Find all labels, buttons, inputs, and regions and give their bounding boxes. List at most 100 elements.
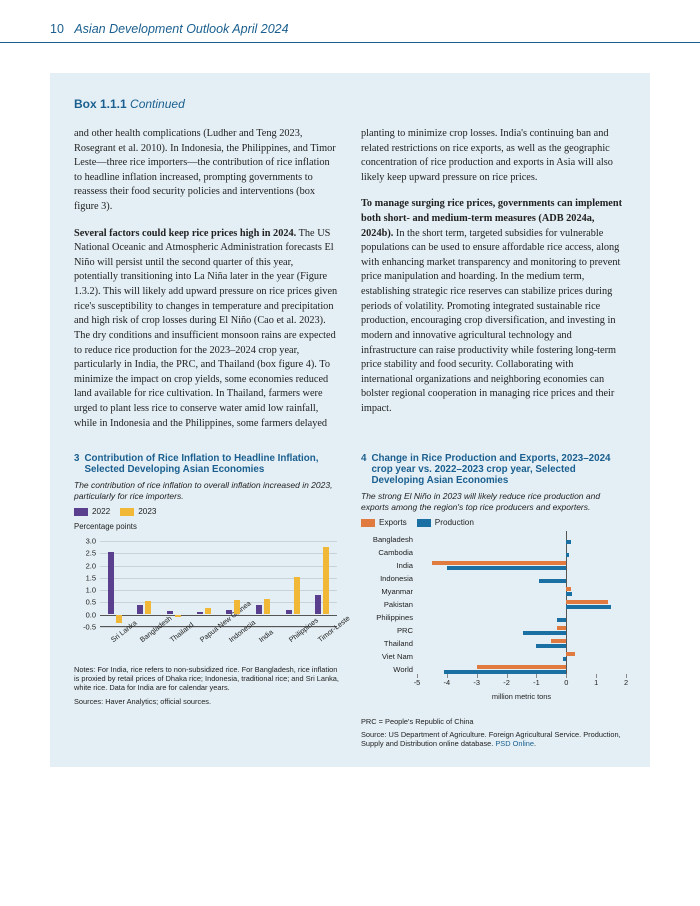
left-p2: Several factors could keep rice prices h…: [74, 227, 339, 432]
row-label: Cambodia: [361, 548, 417, 557]
y-tick-label: 1.5: [74, 573, 96, 582]
bar-2022: [108, 552, 114, 613]
chart3-notes: Notes: For India, rice refers to non-sub…: [74, 665, 339, 693]
chart4-row: Philippines: [361, 611, 626, 624]
bar-2022: [315, 595, 321, 613]
chart3-ylabel: Percentage points: [74, 522, 339, 531]
bar-exports: [432, 561, 566, 565]
bar-2023: [264, 599, 270, 614]
right-p2-text: In the short term, targeted subsidies fo…: [361, 228, 620, 414]
chart4-row: India: [361, 559, 626, 572]
left-p2-lead: Several factors could keep rice prices h…: [74, 228, 296, 239]
bar-production: [536, 644, 566, 648]
chart4-block: 4 Change in Rice Production and Exports,…: [361, 453, 626, 749]
bar-exports: [566, 652, 575, 656]
bar-2023: [205, 608, 211, 614]
chart3-area: Sri LankaBangladeshThailandPapua New Gui…: [100, 541, 337, 627]
y-tick-label: 0.5: [74, 598, 96, 607]
x-tick-label: -1: [533, 678, 540, 687]
legend-item: Production: [417, 518, 474, 527]
chart4-source-link[interactable]: PSD Online: [495, 739, 534, 748]
chart4-row: Thailand: [361, 637, 626, 650]
bar-2023: [234, 600, 240, 614]
box-content: Box 1.1.1 Continued and other health com…: [50, 73, 650, 767]
y-tick-label: 3.0: [74, 536, 96, 545]
row-label: World: [361, 665, 417, 674]
x-tick-label: -2: [503, 678, 510, 687]
bar-2022: [197, 612, 203, 613]
chart4-sub: The strong El Niño in 2023 will likely r…: [361, 491, 626, 512]
box-continued: Continued: [130, 97, 185, 111]
chart4-row: World: [361, 663, 626, 676]
row-label: Thailand: [361, 639, 417, 648]
x-tick-label: Papua New Guinea: [198, 599, 253, 644]
bar-2022: [286, 610, 292, 614]
row-track: [417, 559, 626, 572]
row-track: [417, 663, 626, 676]
row-label: Pakistan: [361, 600, 417, 609]
row-track: [417, 546, 626, 559]
left-column: and other health complications (Ludher a…: [74, 127, 339, 443]
x-tick-label: India: [257, 627, 275, 644]
x-tick-label: Sri Lanka: [109, 618, 138, 644]
row-label: Bangladesh: [361, 535, 417, 544]
bar-production: [523, 631, 566, 635]
bar-exports: [566, 600, 608, 604]
right-p1: planting to minimize crop losses. India'…: [361, 127, 626, 185]
chart4-source-a: Source: US Department of Agriculture. Fo…: [361, 730, 621, 748]
row-track: [417, 572, 626, 585]
row-track: [417, 650, 626, 663]
bar-production: [557, 618, 566, 622]
row-label: Indonesia: [361, 574, 417, 583]
x-tick-label: Timor-Leste: [316, 613, 352, 644]
row-track: [417, 624, 626, 637]
bar-exports: [477, 665, 567, 669]
x-tick-label: Bangladesh: [138, 614, 173, 644]
bar-production: [539, 579, 566, 583]
y-tick-label: -0.5: [74, 622, 96, 631]
bar-2023: [323, 547, 329, 613]
chart4-note2: Source: US Department of Agriculture. Fo…: [361, 730, 626, 749]
x-tick-label: Philippines: [287, 616, 320, 644]
chart4-row: Cambodia: [361, 546, 626, 559]
row-track: [417, 533, 626, 546]
x-tick-label: 0: [564, 678, 568, 687]
bar-2022: [137, 605, 143, 614]
chart4-title-text: Change in Rice Production and Exports, 2…: [371, 453, 626, 486]
chart4-num: 4: [361, 453, 366, 486]
x-tick-label: -3: [473, 678, 480, 687]
left-p2-text: The US National Oceanic and Atmospheric …: [74, 228, 337, 429]
box-label: Box 1.1.1: [74, 97, 127, 111]
chart4-legend: ExportsProduction: [361, 518, 626, 529]
y-tick-label: 0.0: [74, 610, 96, 619]
bar-2023: [294, 577, 300, 614]
row-label: India: [361, 561, 417, 570]
chart4-row: Viet Nam: [361, 650, 626, 663]
charts-row: 3 Contribution of Rice Inflation to Head…: [74, 453, 626, 749]
x-tick-label: -5: [414, 678, 421, 687]
legend-item: 2022: [74, 507, 110, 516]
box-title: Box 1.1.1 Continued: [74, 97, 626, 111]
y-tick-label: 1.0: [74, 586, 96, 595]
chart4-row: Myanmar: [361, 585, 626, 598]
y-tick-label: 2.0: [74, 561, 96, 570]
right-p2: To manage surging rice prices, governmen…: [361, 197, 626, 416]
bar-exports: [566, 587, 570, 591]
row-track: [417, 598, 626, 611]
y-tick-label: 2.5: [74, 549, 96, 558]
x-tick-label: 1: [594, 678, 598, 687]
right-column: planting to minimize crop losses. India'…: [361, 127, 626, 443]
row-label: PRC: [361, 626, 417, 635]
chart3-block: 3 Contribution of Rice Inflation to Head…: [74, 453, 339, 749]
chart4-title: 4 Change in Rice Production and Exports,…: [361, 453, 626, 486]
chart4-row: PRC: [361, 624, 626, 637]
chart4-note1: PRC = People's Republic of China: [361, 717, 626, 726]
chart4-row: Indonesia: [361, 572, 626, 585]
body-columns: and other health complications (Ludher a…: [74, 127, 626, 443]
row-track: [417, 637, 626, 650]
row-track: [417, 611, 626, 624]
running-title: Asian Development Outlook April 2024: [74, 22, 288, 36]
chart4-xaxis: -5-4-3-2-1012: [417, 676, 626, 694]
row-label: Philippines: [361, 613, 417, 622]
x-tick-label: 2: [624, 678, 628, 687]
